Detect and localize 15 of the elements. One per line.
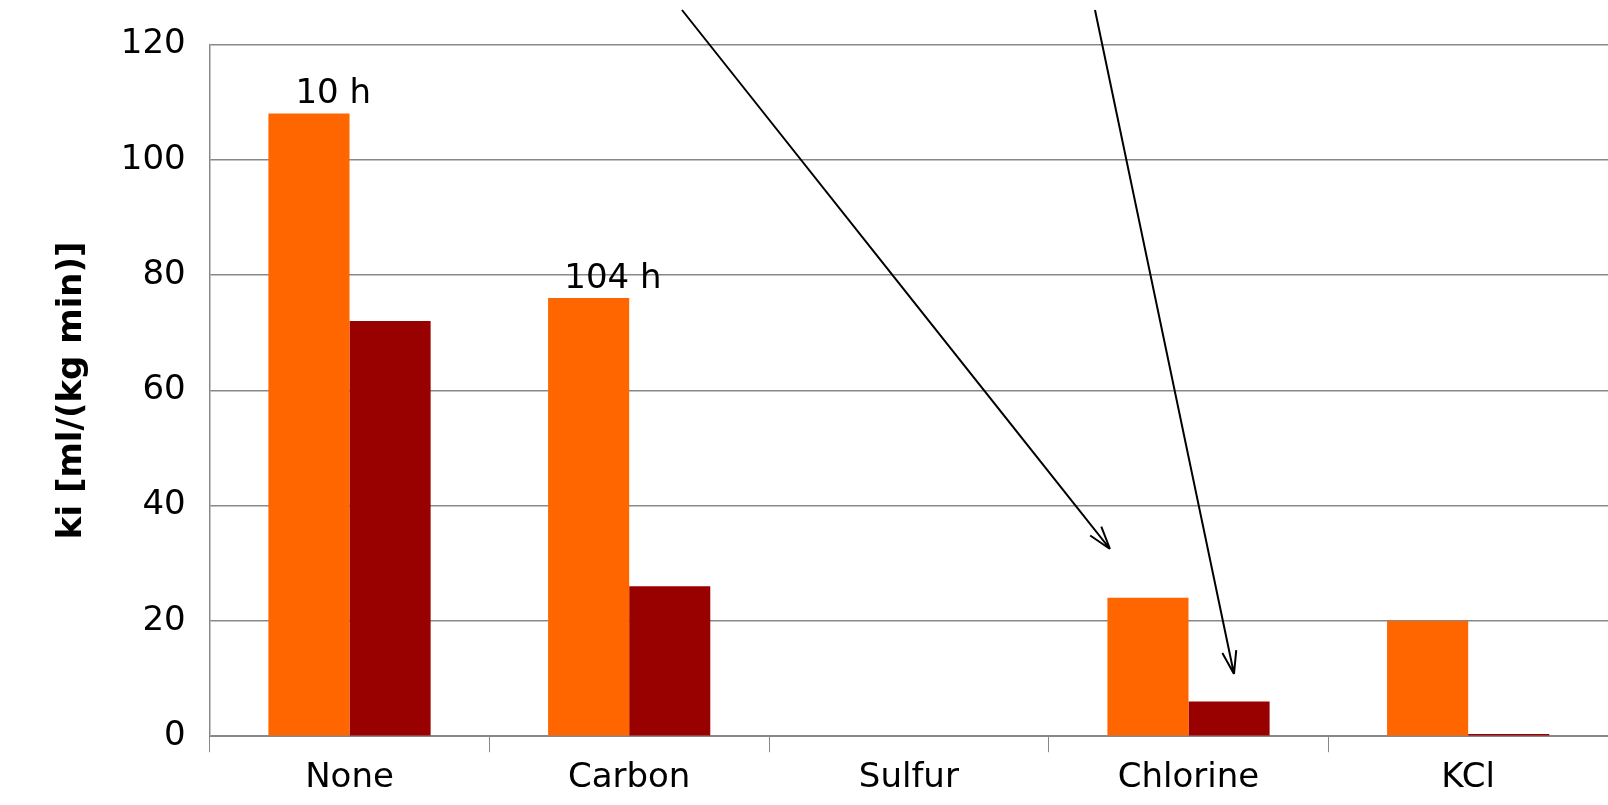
x-tick-label: Sulfur bbox=[858, 755, 959, 796]
x-tick-label: None bbox=[305, 755, 394, 796]
y-tick-label: 40 bbox=[142, 482, 186, 523]
y-tick-label: 20 bbox=[142, 597, 186, 638]
y-tick-label: 80 bbox=[142, 251, 186, 292]
y-tick-label: 60 bbox=[142, 367, 186, 408]
y-tick-label: 100 bbox=[120, 136, 186, 177]
x-tick-label: Chlorine bbox=[1117, 755, 1260, 796]
annotation: 104 h bbox=[564, 255, 662, 296]
y-tick-label: 120 bbox=[120, 21, 186, 62]
y-axis-title: ki [ml/(kg min)] bbox=[49, 241, 90, 540]
x-tick-label: KCl bbox=[1441, 755, 1495, 796]
y-tick-label: 0 bbox=[164, 713, 186, 754]
x-tick-label: Carbon bbox=[567, 755, 691, 796]
annotation: 10 h bbox=[295, 71, 372, 112]
